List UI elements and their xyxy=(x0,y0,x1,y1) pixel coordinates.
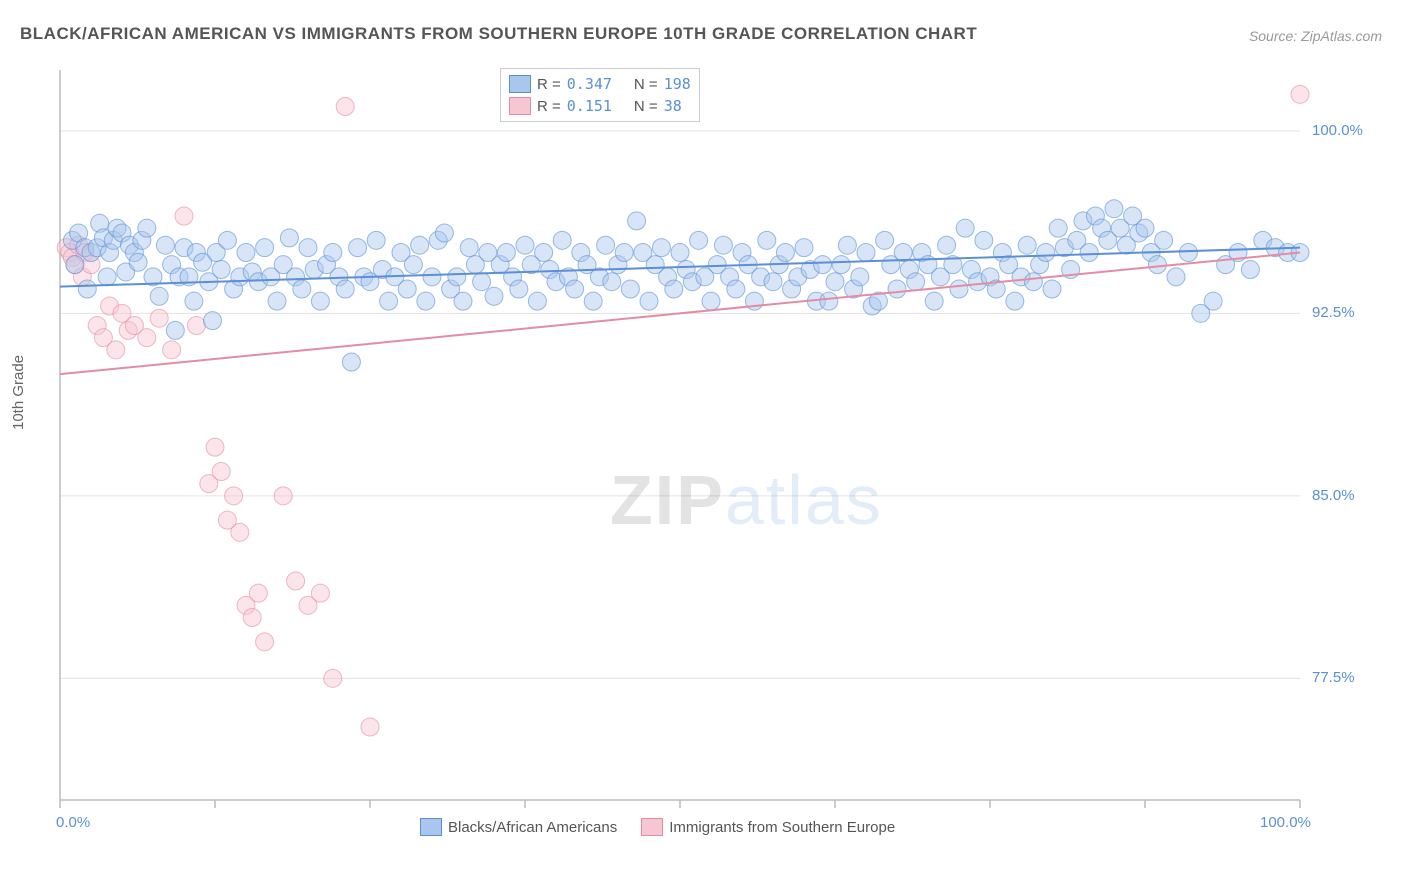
y-tick-label: 77.5% xyxy=(1312,669,1355,686)
x-tick-min: 0.0% xyxy=(56,814,90,831)
legend-r-value: 0.151 xyxy=(567,97,612,115)
legend-r-label: R = xyxy=(537,98,561,115)
legend-label: Blacks/African Americans xyxy=(448,819,617,836)
legend-row: R = 0.347 N = 198 xyxy=(509,73,691,95)
legend-swatch xyxy=(509,97,531,115)
scatter-plot xyxy=(50,60,1370,830)
legend-n-value: 38 xyxy=(664,97,682,115)
legend-swatch xyxy=(641,818,663,836)
chart-area: ZIPatlas R =0.347N =198R =0.151N =38 77.… xyxy=(50,60,1370,830)
y-tick-label: 100.0% xyxy=(1312,122,1363,139)
y-axis-label: 10th Grade xyxy=(10,355,27,430)
chart-title: BLACK/AFRICAN AMERICAN VS IMMIGRANTS FRO… xyxy=(20,24,977,44)
legend-r-value: 0.347 xyxy=(567,75,612,93)
legend-swatch xyxy=(509,75,531,93)
legend-item: Immigrants from Southern Europe xyxy=(641,818,895,836)
legend-n-label: N = xyxy=(634,98,658,115)
legend-top: R = 0.347 N = 198 R = 0.151 N = 38 xyxy=(500,68,700,122)
x-tick-max: 100.0% xyxy=(1260,814,1311,831)
legend-row: R = 0.151 N = 38 xyxy=(509,95,691,117)
y-tick-label: 92.5% xyxy=(1312,304,1355,321)
legend-label: Immigrants from Southern Europe xyxy=(669,819,895,836)
legend-r-label: R = xyxy=(537,76,561,93)
y-tick-label: 85.0% xyxy=(1312,487,1355,504)
source-label: Source: ZipAtlas.com xyxy=(1249,28,1382,44)
legend-item: Blacks/African Americans xyxy=(420,818,617,836)
legend-swatch xyxy=(420,818,442,836)
legend-n-value: 198 xyxy=(664,75,691,93)
legend-n-label: N = xyxy=(634,76,658,93)
legend-bottom: Blacks/African Americans Immigrants from … xyxy=(420,818,895,836)
